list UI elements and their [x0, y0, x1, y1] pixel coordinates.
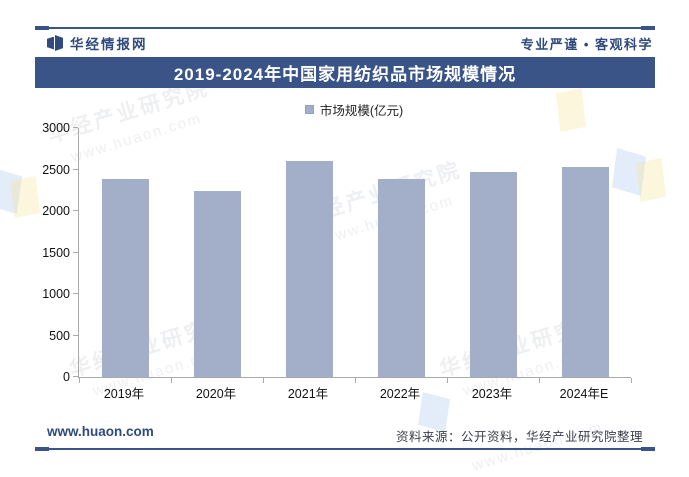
y-axis-labels: 0 500 1000 1500 2000 2500 3000	[0, 121, 70, 384]
y-tick-mark	[73, 334, 78, 336]
y-tick-label: 3000	[42, 121, 70, 135]
legend: 市场规模(亿元)	[78, 100, 630, 119]
huajing-logo-icon	[47, 35, 63, 51]
footer-source-note: 资料来源：公开资料，华经产业研究院整理	[395, 430, 643, 444]
bar-cell	[171, 128, 263, 377]
x-tick-label: 2019年	[103, 387, 145, 401]
y-tick-label: 2500	[42, 162, 70, 177]
brand-name: 华经情报网	[70, 37, 148, 52]
bar-2022年	[377, 179, 425, 377]
bar-cell	[79, 128, 171, 377]
y-tick-mark	[73, 251, 78, 253]
x-tick-mark	[631, 378, 632, 383]
legend-label: 市场规模(亿元)	[319, 104, 404, 118]
bar-2019年	[101, 178, 149, 377]
y-tick-mark	[73, 210, 78, 211]
x-tick-label: 2023年	[471, 387, 513, 401]
watermark-shape	[636, 158, 666, 202]
legend-marker-icon	[304, 105, 314, 114]
y-tick-mark	[73, 376, 78, 377]
chart-title: 2019-2024年中国家用纺织品市场规模情况	[173, 65, 517, 84]
brand: 华经情报网	[47, 33, 148, 53]
bar-2020年	[193, 191, 241, 377]
x-tick-label: 2021年	[287, 387, 329, 401]
x-tick-mark	[355, 378, 356, 383]
x-tick-label: 2024年E	[559, 387, 609, 401]
y-tick-mark	[73, 293, 78, 294]
bar-2023年	[469, 172, 517, 377]
footer-website-link[interactable]: www.huaon.com	[47, 424, 154, 439]
y-tick-label: 0	[63, 370, 70, 384]
y-tick-label: 1500	[42, 245, 70, 260]
y-tick-mark	[73, 127, 78, 128]
bar-cell	[263, 128, 355, 377]
x-tick-label: 2022年	[379, 387, 421, 401]
bar-2024年E	[561, 167, 609, 377]
x-tick-mark	[79, 378, 80, 383]
x-tick-mark	[263, 378, 264, 383]
y-tick-label: 2000	[42, 204, 70, 218]
plot-area	[73, 127, 632, 383]
header: 华经情报网 专业严谨 • 客观科学	[35, 31, 655, 53]
bottom-divider	[35, 447, 655, 451]
x-tick-mark	[539, 378, 540, 383]
bar-cell	[447, 128, 539, 377]
y-tick-mark	[73, 168, 78, 170]
bar-2021年	[285, 160, 333, 377]
y-tick-label: 1000	[42, 287, 70, 301]
chart-title-bar: 2019-2024年中国家用纺织品市场规模情况	[35, 57, 655, 88]
bar-cell	[355, 128, 447, 377]
x-axis-labels: 2019年 2020年 2021年 2022年 2023年 2024年E	[78, 383, 630, 402]
x-tick-mark	[171, 378, 172, 383]
header-slogan: 专业严谨 • 客观科学	[520, 37, 653, 52]
x-tick-mark	[447, 378, 448, 383]
bar-cell	[539, 128, 631, 377]
x-tick-label: 2020年	[195, 387, 237, 401]
top-divider	[35, 26, 655, 30]
y-tick-label: 500	[49, 328, 70, 343]
